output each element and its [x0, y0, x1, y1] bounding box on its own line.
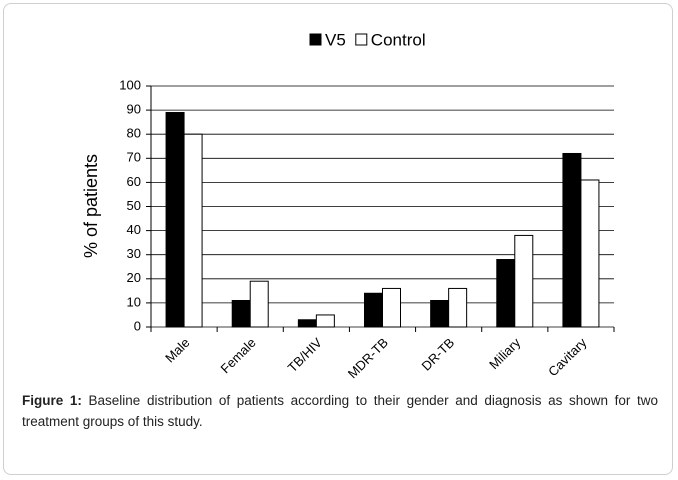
legend-label: V5	[325, 30, 346, 49]
x-tick-label: MDR-TB	[345, 335, 391, 381]
bar	[580, 179, 600, 328]
y-tick-label: 60	[127, 174, 141, 189]
x-tick-label: DR-TB	[419, 335, 458, 374]
caption-label: Figure 1:	[22, 393, 82, 408]
y-tick-label: 80	[127, 126, 141, 141]
y-tick-label: 50	[127, 198, 141, 213]
legend-label: Control	[371, 30, 426, 49]
y-tick-label: 100	[119, 77, 141, 92]
y-tick-label: 30	[127, 246, 141, 261]
y-tick-label: 40	[127, 222, 141, 237]
bar	[496, 259, 516, 328]
x-tick-label: TB/HIV	[285, 335, 325, 375]
frame	[3, 3, 673, 475]
bar	[165, 112, 185, 328]
bar	[382, 287, 401, 328]
caption-text: Baseline distribution of patients accord…	[22, 393, 658, 429]
y-tick-label: 90	[127, 102, 141, 117]
bar	[297, 319, 317, 328]
x-tick-label: Female	[217, 335, 258, 376]
caption: Figure 1: Baseline distribution of patie…	[22, 390, 658, 432]
bar	[448, 287, 468, 328]
y-tick-label: 10	[127, 294, 141, 309]
bar	[315, 314, 335, 328]
x-tick-label: Cavitary	[545, 335, 590, 380]
y-axis-label: % of patients	[81, 154, 101, 258]
bar	[430, 299, 450, 328]
bar	[562, 152, 582, 328]
y-tick-label: 0	[134, 318, 141, 333]
y-tick-label: 20	[127, 270, 141, 285]
bar	[514, 234, 534, 328]
bar	[249, 280, 269, 328]
legend-swatch	[355, 33, 368, 46]
y-tick-label: 70	[127, 150, 141, 165]
legend-swatch	[309, 33, 322, 46]
x-tick-label: Miliary	[486, 335, 524, 373]
x-tick-label: Male	[162, 335, 193, 366]
bar	[364, 292, 383, 328]
bar	[183, 133, 203, 328]
bar	[231, 299, 251, 328]
